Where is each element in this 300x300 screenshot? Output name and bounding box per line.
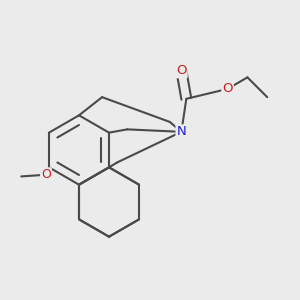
Text: O: O [176, 64, 187, 77]
Text: N: N [176, 125, 186, 138]
Text: O: O [222, 82, 233, 95]
Text: O: O [41, 168, 51, 181]
